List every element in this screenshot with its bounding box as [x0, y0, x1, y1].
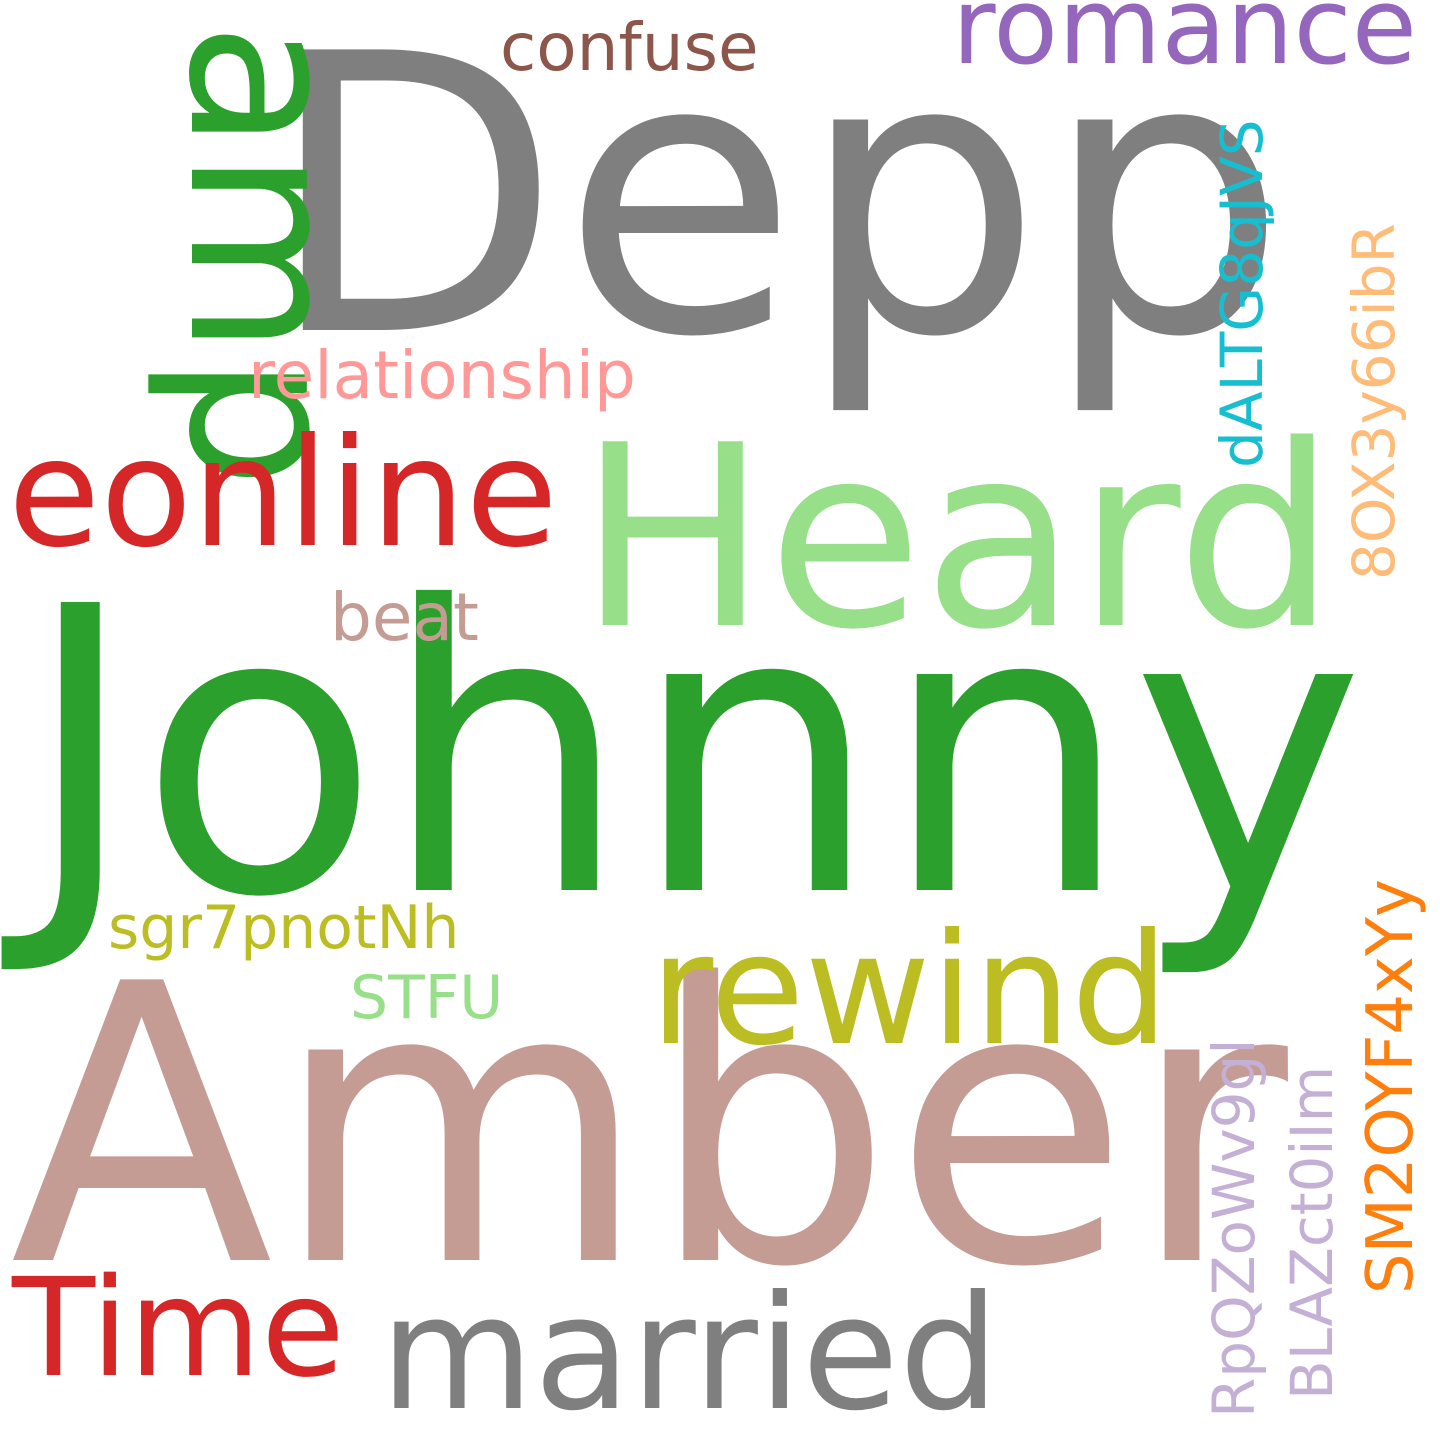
word-SM2OYF4xYy: SM2OYF4xYy [1354, 879, 1428, 1294]
word-relationship: relationship [248, 337, 636, 414]
word-romance: romance [952, 0, 1417, 88]
word-8OX3y66ibR: 8OX3y66ibR [1340, 223, 1408, 580]
word-beat: beat [330, 579, 479, 656]
word-amber: Amber [10, 903, 1292, 1351]
word-BLAZct0iIm: BLAZct0iIm [1278, 1066, 1346, 1400]
word-married: married [380, 1262, 999, 1440]
word-sgr7pnotNh: sgr7pnotNh [108, 893, 459, 963]
word-rewind: rewind [650, 901, 1169, 1080]
word-confuse: confuse [500, 9, 759, 86]
word-depp: Depp [265, 0, 1287, 421]
word-eonline: eonline [8, 407, 558, 581]
word-dALTG8qJVS: dALTG8qJVS [1208, 119, 1276, 468]
word-johnny: Johnny [0, 524, 1365, 984]
word-amp: amp [142, 22, 387, 489]
word-STFU: STFU [350, 963, 503, 1033]
word-heard: Heard [578, 392, 1336, 685]
word-RpQZoWv9gl: RpQZoWv9gl [1200, 1039, 1268, 1419]
word-time: Time [11, 1250, 345, 1408]
